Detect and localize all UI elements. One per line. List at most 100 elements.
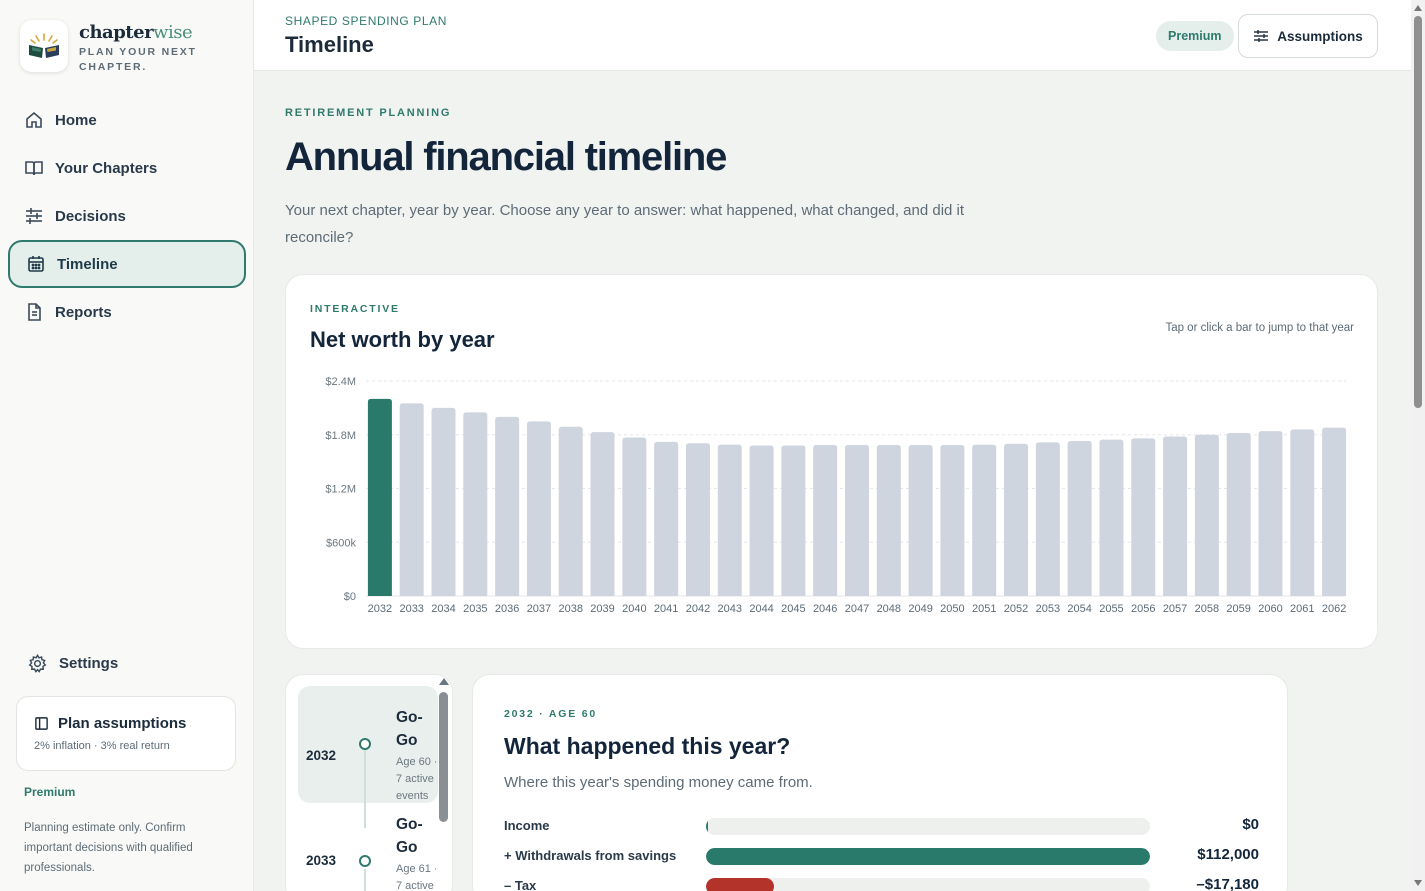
sliders-icon xyxy=(1254,30,1269,42)
settings-link[interactable]: Settings xyxy=(28,654,118,673)
scroll-thumb[interactable] xyxy=(439,692,448,822)
top-header: SHAPED SPENDING PLAN Timeline Premium As… xyxy=(254,0,1411,71)
bar-2055[interactable] xyxy=(1099,439,1124,596)
bar-2054[interactable] xyxy=(1067,441,1092,596)
bar-2057[interactable] xyxy=(1163,436,1188,596)
detail-eyebrow: 2032 · AGE 60 xyxy=(504,708,598,720)
scroll-up-icon[interactable] xyxy=(1414,5,1422,11)
x-tick-label: 2038 xyxy=(558,603,582,615)
bar-2035[interactable] xyxy=(463,412,488,596)
bar-2036[interactable] xyxy=(495,416,520,596)
scroll-thumb[interactable] xyxy=(1414,16,1422,408)
chart-eyebrow: INTERACTIVE xyxy=(310,303,400,315)
x-tick-label: 2060 xyxy=(1258,603,1282,615)
flow-label: – Tax xyxy=(504,878,537,891)
scroll-down-icon[interactable] xyxy=(1414,880,1422,886)
sidebar-item-your-chapters[interactable]: Your Chapters xyxy=(8,144,246,192)
sidebar: chapterwise PLAN YOUR NEXT CHAPTER. Home… xyxy=(0,0,254,891)
y-tick-label: $600k xyxy=(326,537,356,549)
bar-2032[interactable] xyxy=(367,398,392,596)
x-tick-label: 2034 xyxy=(431,603,455,615)
x-tick-label: 2058 xyxy=(1195,603,1219,615)
page-scrollbar[interactable] xyxy=(1411,0,1425,891)
year-number: 2032 xyxy=(306,748,337,763)
bar-2045[interactable] xyxy=(781,445,806,597)
year-meta: Age 60 · 7 active events xyxy=(396,756,436,802)
bar-2050[interactable] xyxy=(940,445,965,596)
page-description: Your next chapter, year by year. Choose … xyxy=(285,202,965,246)
book-icon xyxy=(25,161,43,176)
year-phase: Go-Go xyxy=(396,709,423,749)
bar-2056[interactable] xyxy=(1131,438,1156,596)
header-title: Timeline xyxy=(285,32,374,57)
net-worth-chart-card: $0 $600k $1.2M $1.8M $2.4M 2032 2033 2034 2035 20… xyxy=(285,274,1378,649)
x-tick-label: 2044 xyxy=(749,603,773,615)
bar-2052[interactable] xyxy=(1004,443,1029,596)
detail-title: What happened this year? xyxy=(504,733,791,759)
x-tick-label: 2036 xyxy=(495,603,519,615)
x-tick-label: 2041 xyxy=(654,603,678,615)
bar-2062[interactable] xyxy=(1322,427,1347,596)
x-tick-label: 2039 xyxy=(590,603,614,615)
x-tick-label: 2050 xyxy=(940,603,964,615)
x-tick-label: 2051 xyxy=(972,603,996,615)
x-tick-label: 2048 xyxy=(877,603,901,615)
bar-2048[interactable] xyxy=(876,445,901,596)
bar-2034[interactable] xyxy=(431,407,456,596)
flow-label: + Withdrawals from savings xyxy=(504,848,677,863)
sidebar-nav: Home Your Chapters Decisions Timeline Re… xyxy=(8,96,246,336)
year-detail-card: 2032 · AGE 60 What happened this year? W… xyxy=(472,674,1288,891)
sidebar-item-decisions[interactable]: Decisions xyxy=(8,192,246,240)
bar-2061[interactable] xyxy=(1290,429,1315,596)
flow-row-income: Income $0 xyxy=(504,815,1259,837)
flow-bar-track xyxy=(706,878,1150,891)
bar-2053[interactable] xyxy=(1035,442,1060,596)
plan-assumptions-card[interactable]: Plan assumptions 2% inflation · 3% real … xyxy=(16,696,236,771)
bar-2046[interactable] xyxy=(813,445,838,596)
premium-badge: Premium xyxy=(1156,21,1234,51)
year-list-scrollbar[interactable] xyxy=(438,676,450,891)
bar-2060[interactable] xyxy=(1258,431,1283,596)
bar-2059[interactable] xyxy=(1226,432,1251,596)
x-tick-label: 2062 xyxy=(1322,603,1346,615)
bar-2037[interactable] xyxy=(526,421,551,596)
bar-2033[interactable] xyxy=(399,403,424,596)
y-tick-label: $2.4M xyxy=(325,376,356,388)
bar-2038[interactable] xyxy=(558,426,583,596)
chart-hint: Tap or click a bar to jump to that year xyxy=(1165,322,1354,334)
bar-2049[interactable] xyxy=(908,445,933,596)
x-tick-label: 2040 xyxy=(622,603,646,615)
header-eyebrow: SHAPED SPENDING PLAN xyxy=(285,14,448,28)
bar-2042[interactable] xyxy=(685,443,710,596)
flow-bar-track xyxy=(706,848,1150,865)
bar-2047[interactable] xyxy=(845,445,869,596)
x-tick-label: 2056 xyxy=(1131,603,1155,615)
x-tick-label: 2045 xyxy=(781,603,805,615)
bar-2041[interactable] xyxy=(654,441,679,596)
sidebar-item-label: Your Chapters xyxy=(55,159,158,177)
bar-2040[interactable] xyxy=(622,437,647,596)
bar-2051[interactable] xyxy=(972,444,997,596)
open-book-logo-icon xyxy=(29,33,59,58)
sidebar-item-timeline[interactable]: Timeline xyxy=(8,240,246,288)
x-tick-label: 2055 xyxy=(1099,603,1123,615)
bar-2043[interactable] xyxy=(717,444,742,596)
sidebar-item-reports[interactable]: Reports xyxy=(8,288,246,336)
y-tick-label: $0 xyxy=(344,591,356,603)
year-row-2033[interactable]: 2033 Go-Go Age 61 · 7 active xyxy=(298,803,438,891)
timeline-connector xyxy=(364,869,366,891)
sidebar-item-label: Reports xyxy=(55,303,112,321)
brand[interactable]: chapterwise PLAN YOUR NEXT CHAPTER. xyxy=(20,20,209,75)
sidebar-item-home[interactable]: Home xyxy=(8,96,246,144)
scroll-up-icon[interactable] xyxy=(439,678,449,685)
x-tick-label: 2059 xyxy=(1226,603,1250,615)
bar-2058[interactable] xyxy=(1194,434,1219,596)
assumptions-button[interactable]: Assumptions xyxy=(1238,14,1378,58)
x-tick-label: 2042 xyxy=(686,603,710,615)
document-icon xyxy=(28,303,41,321)
sidebar-item-label: Home xyxy=(55,111,97,129)
assumptions-button-label: Assumptions xyxy=(1277,28,1363,44)
bar-2039[interactable] xyxy=(590,432,615,596)
bar-2044[interactable] xyxy=(749,445,774,597)
flow-label: Income xyxy=(504,818,550,833)
